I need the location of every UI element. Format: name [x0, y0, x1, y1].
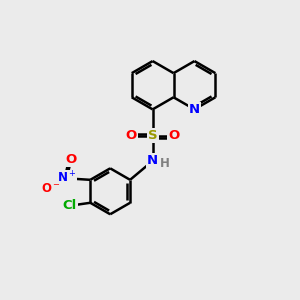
- Text: N: N: [147, 154, 158, 167]
- Text: N: N: [189, 103, 200, 116]
- Text: O: O: [126, 129, 137, 142]
- Text: O$^-$: O$^-$: [41, 182, 60, 195]
- Text: S: S: [148, 129, 158, 142]
- Text: O: O: [65, 153, 77, 166]
- Text: O: O: [168, 129, 179, 142]
- Text: Cl: Cl: [63, 199, 77, 212]
- Text: N$^+$: N$^+$: [57, 171, 76, 186]
- Text: H: H: [160, 157, 170, 170]
